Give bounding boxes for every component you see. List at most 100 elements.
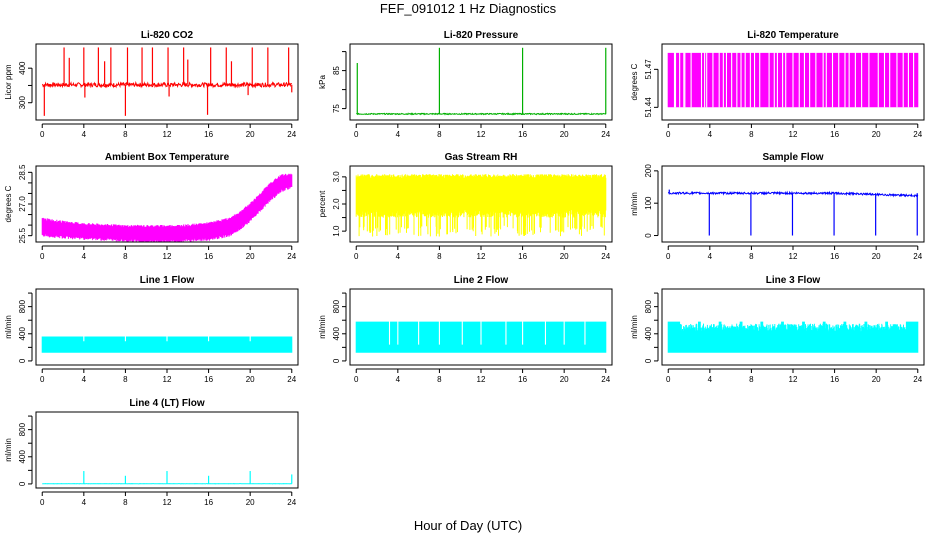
x-tick-label: 20 <box>560 375 569 384</box>
y-tick-label: 300 <box>18 96 27 110</box>
x-tick-label: 8 <box>437 375 442 384</box>
x-tick-label: 20 <box>560 252 569 261</box>
y-tick-label: 800 <box>18 422 27 436</box>
x-tick-label: 4 <box>396 130 401 139</box>
x-tick-label: 0 <box>40 498 45 507</box>
plot-area <box>41 335 293 353</box>
x-tick-label: 24 <box>601 252 610 261</box>
y-tick-label: 400 <box>18 61 27 75</box>
x-tick-label: 0 <box>666 130 671 139</box>
x-tick-label: 12 <box>477 252 486 261</box>
x-tick-label: 0 <box>666 252 671 261</box>
y-axis-label: Licor ppm <box>4 64 13 99</box>
x-axis-label: Hour of Day (UTC) <box>413 518 523 533</box>
x-tick-label: 12 <box>789 375 798 384</box>
plot-frame <box>349 165 613 243</box>
y-tick-label: 400 <box>18 327 27 341</box>
chart-panel-3: Li-820 Temperature degrees C 0 4 8 12 16 20 24 51… <box>630 30 925 139</box>
x-tick-label: 12 <box>789 252 798 261</box>
x-tick-label: 16 <box>204 498 213 507</box>
y-axis-label: ml/min <box>630 315 639 339</box>
plot-frame <box>35 288 299 366</box>
x-tick-label: 12 <box>163 375 172 384</box>
series-band <box>41 173 293 242</box>
panel-title: Line 1 Flow <box>140 275 195 286</box>
chart-panel-7: Line 1 Flow ml/min 0 4 8 12 16 20 24 0 400 800 <box>4 275 299 384</box>
y-axis-label: degrees C <box>4 185 13 222</box>
y-axis-label: ml/min <box>4 315 13 339</box>
x-tick-label: 8 <box>123 375 128 384</box>
y-tick-label: 2.0 <box>332 198 341 210</box>
y-axis-label: percent <box>318 190 327 217</box>
x-tick-label: 24 <box>601 375 610 384</box>
series-band <box>667 321 919 353</box>
x-tick-label: 20 <box>246 498 255 507</box>
x-tick-label: 4 <box>708 375 713 384</box>
y-axis-label: degrees C <box>630 63 639 100</box>
x-tick-label: 16 <box>518 375 527 384</box>
chart-panel-10: Line 4 (LT) Flow ml/min 0 4 8 12 16 20 24 0 400 800 <box>4 398 299 507</box>
x-tick-label: 0 <box>354 375 359 384</box>
x-tick-label: 16 <box>204 130 213 139</box>
x-tick-label: 8 <box>437 130 442 139</box>
x-tick-label: 4 <box>82 130 87 139</box>
y-tick-label: 85 <box>332 66 341 75</box>
plot-area <box>41 173 293 242</box>
x-tick-label: 20 <box>872 130 881 139</box>
x-tick-label: 4 <box>708 252 713 261</box>
page-title: FEF_091012 1 Hz Diagnostics <box>379 1 557 16</box>
x-tick-label: 20 <box>246 252 255 261</box>
panel-title: Gas Stream RH <box>445 152 518 163</box>
plot-frame <box>661 43 925 121</box>
chart-panel-5: Gas Stream RH percent 0 4 8 12 16 20 24 1.0 2.0 3.0 <box>318 152 613 261</box>
x-tick-label: 12 <box>163 252 172 261</box>
x-tick-label: 24 <box>913 252 922 261</box>
chart-panel-2: Li-820 Pressure kPa 0 4 8 12 16 20 24 75 85 <box>318 30 613 139</box>
panel-title: Line 3 Flow <box>766 275 821 286</box>
y-tick-label: 0 <box>332 358 341 363</box>
x-tick-label: 0 <box>354 252 359 261</box>
panel-title: Li-820 CO2 <box>141 30 194 41</box>
x-tick-label: 24 <box>913 375 922 384</box>
y-tick-label: 51.44 <box>644 97 653 118</box>
x-tick-label: 20 <box>872 375 881 384</box>
panel-title: Line 2 Flow <box>454 275 509 286</box>
y-tick-label: 27.0 <box>18 196 27 212</box>
plot-area <box>667 321 919 353</box>
y-tick-label: 800 <box>644 299 653 313</box>
x-tick-label: 4 <box>396 375 401 384</box>
plot-frame <box>35 165 299 243</box>
series-band <box>41 336 293 353</box>
y-axis-label: ml/min <box>630 192 639 216</box>
y-tick-label: 3.0 <box>332 171 341 183</box>
x-tick-label: 24 <box>601 130 610 139</box>
y-tick-label: 800 <box>18 299 27 313</box>
plot-frame <box>661 165 925 243</box>
y-tick-label: 0 <box>18 481 27 486</box>
x-tick-label: 8 <box>749 130 754 139</box>
x-tick-label: 8 <box>749 375 754 384</box>
x-tick-label: 8 <box>123 252 128 261</box>
panel-title: Li-820 Pressure <box>444 30 519 41</box>
x-tick-label: 16 <box>204 252 213 261</box>
x-tick-label: 20 <box>560 130 569 139</box>
y-axis-label: ml/min <box>318 315 327 339</box>
x-tick-label: 0 <box>354 130 359 139</box>
panel-title: Ambient Box Temperature <box>105 152 230 163</box>
x-tick-label: 20 <box>872 252 881 261</box>
panel-title: Li-820 Temperature <box>747 30 839 41</box>
x-tick-label: 4 <box>396 252 401 261</box>
x-tick-label: 8 <box>123 130 128 139</box>
x-tick-label: 4 <box>82 498 87 507</box>
y-tick-label: 400 <box>332 327 341 341</box>
chart-panel-8: Line 2 Flow ml/min 0 4 8 12 16 20 24 0 400 800 <box>318 275 613 384</box>
y-tick-label: 0 <box>644 233 653 238</box>
x-tick-label: 16 <box>204 375 213 384</box>
x-tick-label: 24 <box>287 375 296 384</box>
x-tick-label: 4 <box>708 130 713 139</box>
chart-panel-1: Li-820 CO2 Licor ppm 0 4 8 12 16 20 24 300 400 <box>4 30 299 139</box>
x-tick-label: 12 <box>789 130 798 139</box>
y-tick-label: 75 <box>332 104 341 113</box>
x-tick-label: 24 <box>913 130 922 139</box>
